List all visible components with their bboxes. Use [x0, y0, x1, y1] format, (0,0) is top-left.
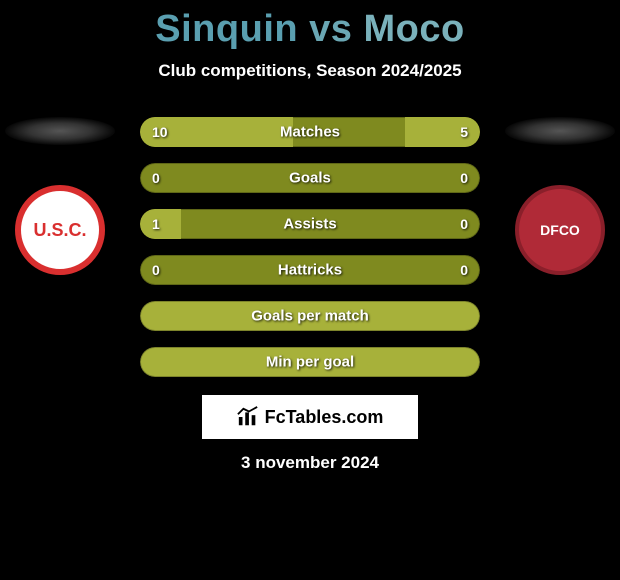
stat-value-left: 1	[152, 216, 160, 232]
club-crest-right: DFCO	[515, 185, 605, 275]
subtitle: Club competitions, Season 2024/2025	[0, 61, 620, 81]
branding-box: FcTables.com	[202, 395, 418, 439]
title-left: Sinquin	[155, 8, 298, 50]
stat-label: Assists	[283, 216, 336, 233]
stat-value-left: 10	[152, 124, 168, 140]
stat-row: Min per goal	[140, 347, 480, 377]
stat-value-right: 0	[460, 170, 468, 186]
stat-label: Hattricks	[278, 262, 342, 279]
stat-row: Hattricks 0 0	[140, 255, 480, 285]
avatar-placeholder-right	[505, 117, 615, 145]
stat-label: Matches	[280, 124, 340, 141]
stat-label: Goals	[289, 170, 331, 187]
club-crest-left: U.S.C.	[15, 185, 105, 275]
player-right-column: DFCO	[500, 117, 620, 275]
title-vs: vs	[298, 8, 363, 50]
stat-row: Goals 0 0	[140, 163, 480, 193]
stat-row: Goals per match	[140, 301, 480, 331]
stat-label: Min per goal	[266, 354, 354, 371]
stat-value-right: 0	[460, 216, 468, 232]
comparison-panel: U.S.C. DFCO Matches105Goals00Assists10Ha…	[0, 117, 620, 473]
stat-row: Matches 10 5	[140, 117, 480, 147]
chart-icon	[237, 406, 259, 428]
branding-text: FcTables.com	[265, 407, 384, 428]
avatar-placeholder-left	[5, 117, 115, 145]
title-right: Moco	[363, 8, 464, 50]
player-left-column: U.S.C.	[0, 117, 120, 275]
stat-value-left: 0	[152, 262, 160, 278]
stat-row: Assists 1 0	[140, 209, 480, 239]
stat-value-right: 5	[460, 124, 468, 140]
footer-date: 3 november 2024	[0, 453, 620, 473]
stat-bar-left-fill	[140, 209, 181, 239]
stat-bars: Matches105Goals00Assists10Hattricks00Goa…	[140, 117, 480, 377]
club-crest-left-label: U.S.C.	[33, 220, 86, 241]
page-title: Sinquin vs Moco	[0, 0, 620, 51]
stat-label: Goals per match	[251, 308, 369, 325]
stat-bar-right-fill	[405, 117, 480, 147]
stat-value-right: 0	[460, 262, 468, 278]
club-crest-right-label: DFCO	[540, 222, 580, 238]
stat-value-left: 0	[152, 170, 160, 186]
